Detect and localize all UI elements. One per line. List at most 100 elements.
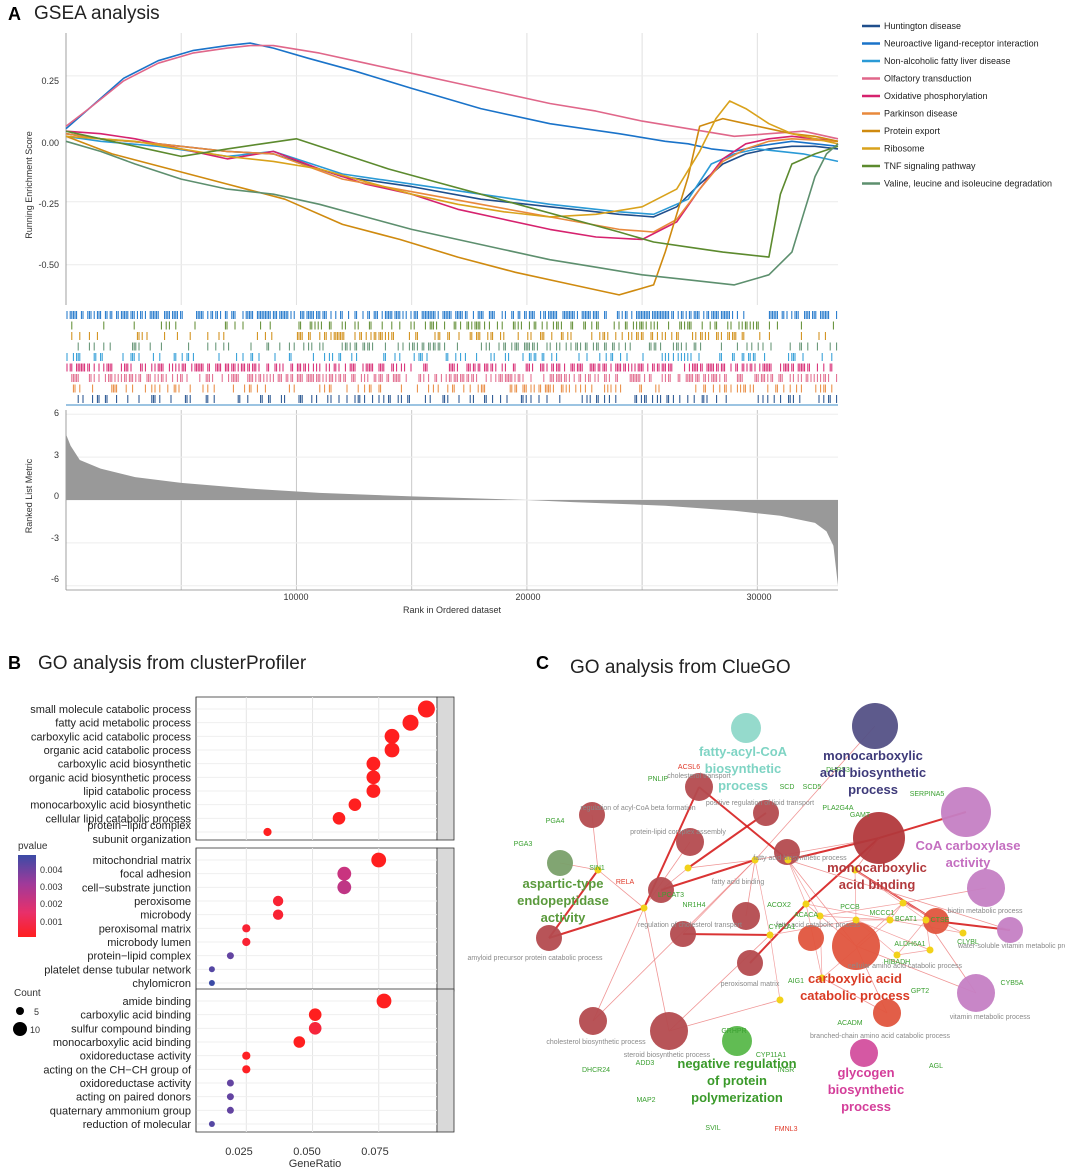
term-label: cellular amino acid catabolic process: [848, 963, 962, 970]
go-term-label: organic acid catabolic process: [44, 745, 192, 757]
gene-label: PGA4: [546, 818, 565, 825]
go-term-label: focal adhesion: [120, 869, 191, 881]
count-legend-tick: 5: [34, 1007, 39, 1017]
term-label: fatty acid biosynthetic process: [753, 855, 847, 862]
rank-ytick: -3: [51, 533, 59, 543]
go-dot: [242, 1065, 251, 1074]
go-term-label: oxidoreductase activity: [80, 1051, 192, 1063]
gene-label: AGL: [929, 1063, 943, 1070]
panel-a: A GSEA analysis 0.25 0.00 -0.25 -0.50 Ru…: [8, 3, 1052, 615]
gsea-legend: Huntington disease Neuroactive ligand-rec…: [862, 21, 1052, 189]
go-dotplot: small molecule catabolic process fatty ac…: [29, 696, 455, 1133]
network-edge-minor: [805, 903, 891, 921]
network-gene-node: [776, 996, 784, 1004]
rug-row-1: [71, 321, 834, 330]
gene-label: NR1H4: [683, 902, 706, 909]
gsea-title: GSEA analysis: [34, 3, 160, 24]
legend-label-9: Valine, leucine and isoleucine degradati…: [884, 179, 1052, 189]
gsea-line-series-9: [65, 140, 839, 286]
network-gene-node: [766, 931, 774, 939]
go-xtick: 0.050: [293, 1146, 321, 1158]
gene-label: CYB5A: [1001, 980, 1024, 987]
network-term-node: [753, 800, 779, 826]
legend-label-0: Huntington disease: [884, 21, 961, 31]
go-term-label: acting on the CH−CH group of: [43, 1064, 192, 1076]
pvalue-legend: pvalue 0.004 0.003 0.002 0.001: [18, 841, 63, 937]
go-dot: [337, 880, 352, 895]
network-term-node: [832, 922, 880, 970]
go-term-label: protein−lipid complex: [87, 951, 191, 963]
term-label: peroxisomal matrix: [721, 981, 780, 988]
network-gene-node: [893, 951, 901, 959]
rank-xtick: 20000: [515, 592, 540, 602]
legend-label-4: Oxidative phosphorylation: [884, 91, 988, 101]
gene-label: MCCC1: [870, 910, 895, 917]
gene-label: PLA2G4A: [822, 805, 853, 812]
go-dot: [384, 728, 400, 744]
network-gene-node: [684, 864, 692, 872]
go-dot: [366, 784, 381, 798]
term-label: cholesterol biosynthetic process: [546, 1039, 646, 1046]
gene-label: HIBADH: [884, 959, 910, 966]
term-label: cholesterol transport: [667, 773, 730, 780]
group-label-line: carboxylic acid: [808, 971, 902, 986]
network-edge: [687, 859, 756, 869]
group-label-line: activity: [541, 910, 587, 925]
network-edge-minor: [889, 902, 904, 921]
gene-label: ACACA: [794, 912, 818, 919]
network-term-node: [579, 1007, 607, 1035]
network-edge: [592, 907, 645, 1022]
cluego-nodes: [536, 703, 1023, 1067]
network-gene-node: [594, 866, 602, 874]
rug-row-8: [77, 395, 838, 403]
go-term-label: carboxylic acid catabolic process: [31, 731, 192, 743]
term-label: regulation of acyl-CoA beta formation: [580, 805, 695, 812]
go-cp-title: GO analysis from clusterProfiler: [38, 653, 307, 674]
gsea-line-series-3: [65, 44, 839, 140]
go-term-label: amide binding: [123, 996, 192, 1008]
gene-label: CYP11A1: [756, 1052, 786, 1059]
network-term-node: [731, 713, 761, 743]
term-label: branched-chain amino acid catabolic proc…: [810, 1033, 951, 1040]
legend-label-5: Parkinson disease: [884, 109, 958, 119]
group-label-line: endopeptidase: [517, 893, 609, 908]
group-label-line: polymerization: [691, 1090, 783, 1105]
network-term-node: [676, 828, 704, 856]
network-edge: [643, 907, 670, 1032]
facet-strip-1: [436, 847, 455, 992]
gene-label: ACOX2: [767, 902, 791, 909]
network-term-node: [997, 917, 1023, 943]
rug-row-3: [77, 342, 838, 351]
panel-c-letter: C: [536, 653, 549, 673]
gsea-line-series-4: [65, 130, 839, 241]
network-term-node: [957, 974, 995, 1012]
network-term-node: [685, 773, 713, 801]
gene-label: DHRS3: [826, 767, 850, 774]
go-dot: [384, 742, 400, 758]
network-term-node: [852, 703, 898, 749]
go-dot: [337, 866, 352, 881]
count-legend-title: Count: [14, 988, 41, 999]
go-dot: [242, 924, 251, 933]
go-dot: [208, 1121, 215, 1127]
rug-row-7: [72, 384, 833, 393]
network-gene-node: [802, 900, 810, 908]
go-dot: [417, 700, 435, 718]
group-label-line: of protein: [707, 1073, 767, 1088]
gene-label: ACSL6: [678, 764, 700, 771]
legend-label-2: Non-alcoholic fatty liver disease: [884, 56, 1011, 66]
group-label: CoA carboxylase activity: [915, 838, 1020, 870]
legend-label-7: Ribosome: [884, 144, 925, 154]
pvalue-tick: 0.002: [40, 899, 63, 909]
gene-label: SERPINA5: [910, 791, 945, 798]
gene-label: LPCAT3: [658, 892, 684, 899]
gsea-ytick: -0.25: [38, 199, 59, 209]
gene-label: PGA3: [514, 841, 533, 848]
go-term-label: cellular lipid catabolic process: [45, 813, 191, 825]
term-label: water-soluble vitamin metabolic process: [957, 943, 1065, 950]
rank-ylabel: Ranked List Metric: [24, 458, 34, 533]
network-term-node: [798, 925, 824, 951]
group-label-line: process: [848, 782, 898, 797]
gene-label: ACADM: [837, 1020, 862, 1027]
gene-label: ADD3: [636, 1060, 655, 1067]
